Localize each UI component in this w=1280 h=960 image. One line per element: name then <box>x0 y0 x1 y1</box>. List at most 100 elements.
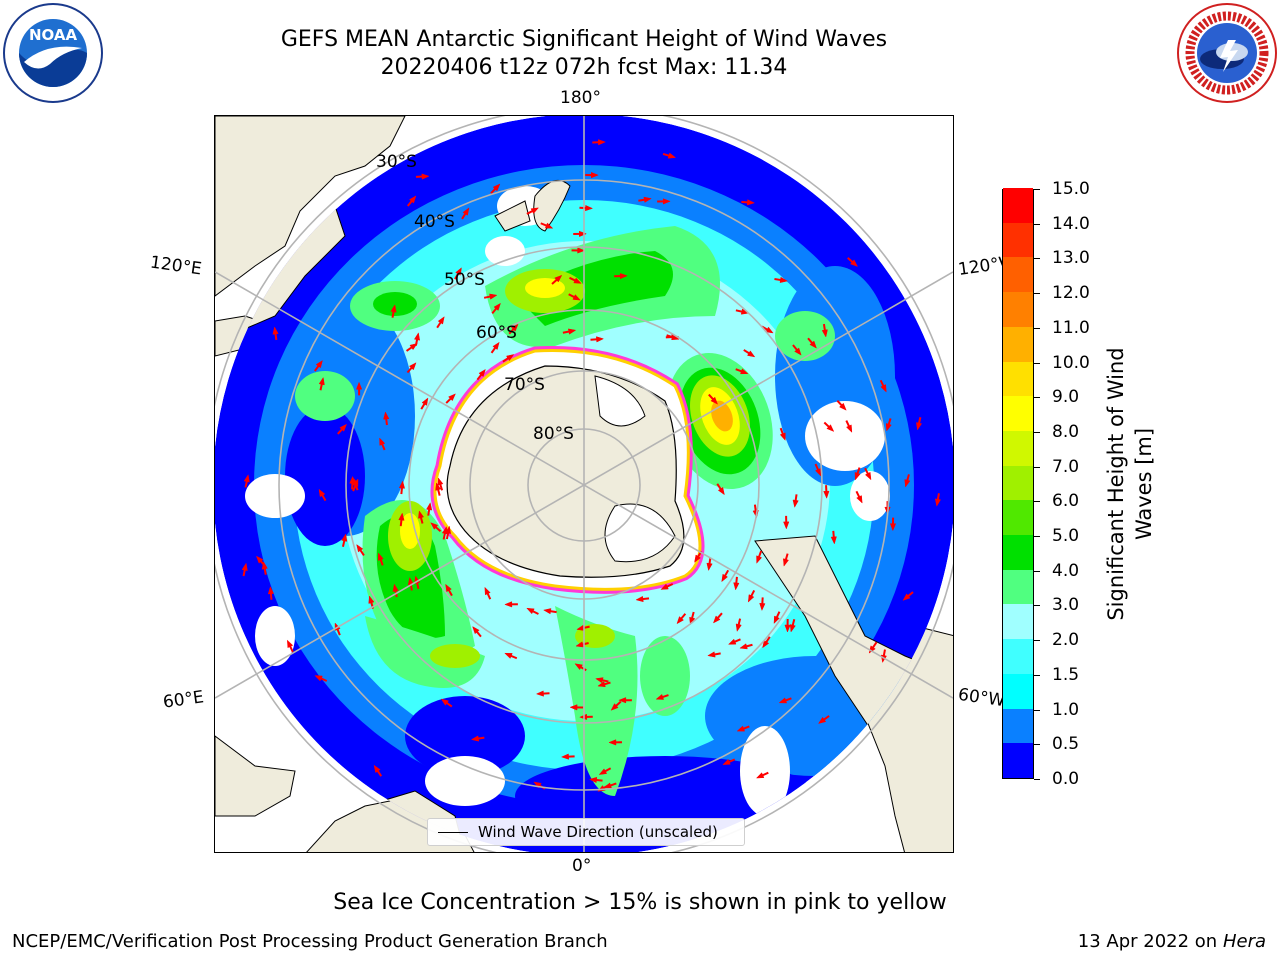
wind-arrow-head <box>706 562 713 572</box>
colorbar-segment <box>1003 708 1033 744</box>
colorbar-tick-label: 5.0 <box>1052 526 1080 547</box>
colorbar-segment <box>1003 465 1033 501</box>
wind-arrow-head <box>314 675 323 682</box>
wind-arrow-head <box>676 616 684 625</box>
wind-arrow-head <box>710 396 719 405</box>
wind-arrow-head <box>598 768 608 775</box>
wind-arrow-head <box>662 198 671 205</box>
graticule <box>215 116 953 852</box>
colorbar-tick <box>1034 570 1040 572</box>
wind-arrow-head <box>510 323 519 332</box>
colorbar-segment <box>1003 222 1033 258</box>
wind-arrow-head <box>445 525 452 534</box>
colorbar-segment <box>1003 673 1033 709</box>
footer-date-text: 13 Apr 2022 on <box>1077 931 1218 952</box>
wind-arrow-head <box>762 639 770 649</box>
wind-arrow-head <box>618 697 627 704</box>
wind-arrow-head <box>733 582 740 591</box>
colorbar-tick-label: 10.0 <box>1052 352 1090 373</box>
colorbar-tick-label: 13.0 <box>1052 248 1090 269</box>
wind-arrow-head <box>470 735 480 742</box>
wind-arrow-head <box>437 477 444 486</box>
colorbar-tick <box>1034 536 1040 538</box>
colorbar-tick <box>1034 640 1040 642</box>
wind-arrow-head <box>854 472 861 481</box>
wind-arrow-head <box>846 424 853 433</box>
lat-label-70s: 70°S <box>504 375 545 395</box>
wind-arrow-head <box>596 336 605 343</box>
colorbar-tick-label: 14.0 <box>1052 213 1090 234</box>
wind-arrow-head <box>610 703 619 711</box>
lon-label-120e: 120°E <box>148 252 203 280</box>
colorbar-tick-label: 11.0 <box>1052 317 1090 338</box>
wind-arrow-head <box>585 204 594 212</box>
wind-arrow-head <box>740 368 749 375</box>
colorbar-tick-label: 9.0 <box>1052 387 1080 408</box>
wind-arrow-head <box>667 152 677 159</box>
colorbar-tick-label: 7.0 <box>1052 456 1080 477</box>
wind-arrow-head <box>373 764 381 774</box>
wind-arrow-head <box>504 652 513 659</box>
sea-ice-caption: Sea Ice Concentration > 15% is shown in … <box>333 890 947 915</box>
chart-title: GEFS MEAN Antarctic Significant Height o… <box>280 27 888 52</box>
wind-arrow-head <box>272 326 279 335</box>
colorbar-tick <box>1034 362 1040 364</box>
colorbar-tick <box>1034 674 1040 676</box>
wind-arrow-head <box>445 583 452 593</box>
colorbar-title-line1: Significant Height of Wind <box>1104 347 1128 621</box>
wind-arrow-head <box>377 552 384 561</box>
wind-arrow-head <box>815 468 822 477</box>
colorbar-tick <box>1034 397 1040 399</box>
wind-arrow-head <box>643 196 652 203</box>
wind-arrow-head <box>255 555 264 564</box>
wind-arrow-head <box>478 368 486 378</box>
map-frame <box>214 115 954 853</box>
wind-arrow-head <box>356 544 364 553</box>
lon-label-60e: 60°E <box>161 687 206 713</box>
wind-arrow-head <box>418 510 425 519</box>
wind-arrow-head <box>368 595 375 604</box>
colorbar-segment <box>1003 187 1033 223</box>
wind-arrow-head <box>569 704 578 711</box>
wind-arrow-head <box>850 259 859 267</box>
lon-label-180: 180° <box>560 88 601 108</box>
wind-arrow-head <box>484 586 491 596</box>
wind-arrow-head <box>721 573 728 583</box>
wind-arrow-head <box>267 586 274 595</box>
wind-arrow-head <box>608 739 617 746</box>
wind-arrow-head <box>823 490 830 499</box>
wind-arrow-head <box>880 384 887 393</box>
wind-arrow-head <box>544 222 554 229</box>
wind-arrow-head <box>440 698 449 706</box>
wind-arrow-head <box>341 533 348 542</box>
wind-arrow-head <box>243 474 250 483</box>
colorbar-tick <box>1034 709 1040 711</box>
lat-label-80s: 80°S <box>533 424 574 444</box>
colorbar-tick <box>1034 327 1040 329</box>
wind-arrow-head <box>789 624 796 633</box>
chart-subtitle: 20220406 t12z 072h fcst Max: 11.34 <box>380 55 788 80</box>
wind-arrow-head <box>635 595 644 603</box>
wind-arrow-head <box>783 558 789 567</box>
wind-arrow-head <box>885 423 892 432</box>
colorbar-segment <box>1003 430 1033 466</box>
wind-arrow-head <box>315 359 323 369</box>
wind-arrow-head <box>619 272 628 280</box>
wind-arrow-head <box>727 638 737 645</box>
wind-arrow-head <box>356 381 363 390</box>
colorbar-tick <box>1034 605 1040 607</box>
wind-arrow-head <box>572 294 581 301</box>
wind-arrow-head <box>567 328 577 335</box>
wind-arrow-head <box>712 615 721 624</box>
wind-arrow-head <box>472 626 480 635</box>
colorbar-tick <box>1034 223 1040 225</box>
wind-arrow-head <box>916 422 923 431</box>
wind-arrow-head <box>826 424 835 432</box>
wind-arrow-head <box>575 641 584 648</box>
wind-arrow-head <box>426 502 433 511</box>
colorbar-tick <box>1034 258 1040 260</box>
wind-arrow-head <box>462 207 470 216</box>
wind-arrow-head <box>603 782 612 789</box>
colorbar-segment <box>1003 256 1033 293</box>
colorbar <box>1002 187 1034 779</box>
